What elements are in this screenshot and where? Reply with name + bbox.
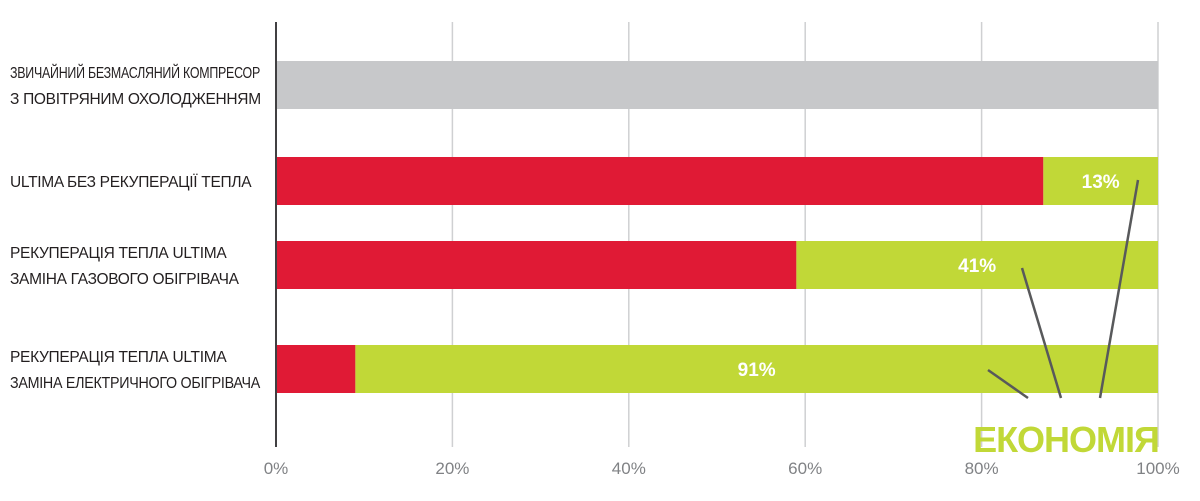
- x-tick-label: 40%: [612, 459, 646, 478]
- bar-segment: [276, 157, 1044, 205]
- category-label: ЗВИЧАЙНИЙ БЕЗМАСЛЯНИЙ КОМПРЕСОР: [10, 64, 260, 82]
- category-label: ЗАМІНА ГАЗОВОГО ОБІГРІВАЧА: [10, 271, 240, 288]
- category-label: ULTIMA БЕЗ РЕКУПЕРАЦІЇ ТЕПЛА: [10, 174, 252, 191]
- x-tick-label: 20%: [435, 459, 469, 478]
- category-labels: ЗВИЧАЙНИЙ БЕЗМАСЛЯНИЙ КОМПРЕСОР З ПОВІТРЯ…: [10, 64, 261, 392]
- annotation: ЕКОНОМІЯ: [973, 179, 1160, 460]
- annotation-pointer: [987, 368, 1029, 400]
- category-label: РЕКУПЕРАЦІЯ ТЕПЛА ULTIMA: [10, 349, 227, 366]
- x-tick-label: 60%: [788, 459, 822, 478]
- bar-segment: [276, 241, 797, 289]
- x-tick-label: 0%: [264, 459, 289, 478]
- annotation-pointer: [1020, 267, 1063, 399]
- x-tick-label: 100%: [1136, 459, 1179, 478]
- category-label: РЕКУПЕРАЦІЯ ТЕПЛА ULTIMA: [10, 245, 227, 262]
- bar-value-label: 41%: [958, 256, 996, 277]
- bar-value-labels: 13% 41% 91%: [738, 172, 1120, 381]
- category-label: ЗАМІНА ЕЛЕКТРИЧНОГО ОБІГРІВАЧА: [10, 375, 261, 392]
- annotation-label: ЕКОНОМІЯ: [973, 419, 1159, 460]
- annotation-pointer: [1098, 179, 1140, 399]
- category-label: З ПОВІТРЯНИМ ОХОЛОДЖЕННЯМ: [10, 91, 261, 108]
- bar-segment-savings: [796, 241, 1158, 289]
- bar-segment-savings: [355, 345, 1158, 393]
- bars: [276, 61, 1158, 393]
- x-tick-labels: 0% 20% 40% 60% 80% 100%: [264, 459, 1180, 478]
- bar-segment: [276, 345, 356, 393]
- bar-segment: [276, 61, 1158, 109]
- bar-value-label: 13%: [1082, 172, 1120, 193]
- bar-value-label: 91%: [738, 360, 776, 381]
- x-tick-label: 80%: [965, 459, 999, 478]
